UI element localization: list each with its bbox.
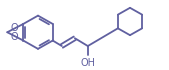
Text: O: O [10,23,18,33]
Text: OH: OH [80,58,95,68]
Text: O: O [10,32,18,42]
